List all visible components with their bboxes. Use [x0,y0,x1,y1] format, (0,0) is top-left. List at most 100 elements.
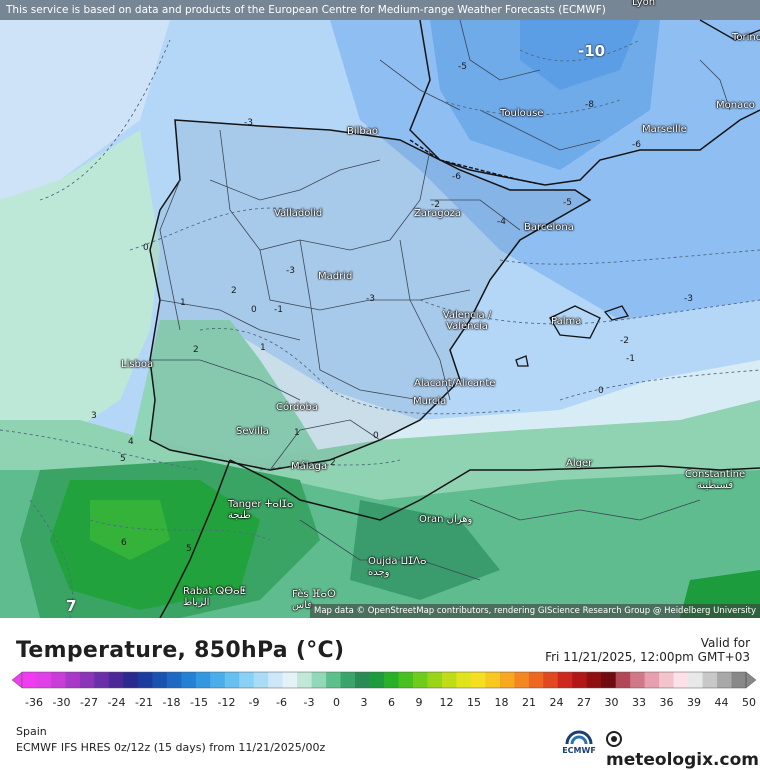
colorbar-tick-label: 15 [467,696,481,709]
city-cordoba[interactable]: Córdoba [276,402,318,413]
temperature-field [0,0,760,618]
city-fes[interactable]: Fès ⴼⴰⵙ فاس [292,589,352,611]
colorbar-swatch [615,672,631,688]
isotherm-label: 2 [231,286,237,296]
colorbar-swatch [50,672,66,688]
colorbar-swatch [36,672,52,688]
colorbar-swatch [456,672,472,688]
isotherm-label: -3 [684,294,693,304]
colorbar-swatch [659,672,675,688]
city-constantine[interactable]: Constantine قسنطينة [680,469,750,491]
city-madrid[interactable]: Madrid [318,271,352,282]
colorbar-arrow-max [745,671,756,689]
colorbar-tick-label: -6 [276,696,287,709]
temperature-colorbar [12,671,756,689]
ecmwf-logo: ECMWF [561,728,597,758]
city-torino[interactable]: Torino [732,32,760,43]
colorbar-tick-label: -12 [217,696,236,709]
city-tanger[interactable]: Tanger ⵜⴰⵏⵊⴰ طنجة [228,499,298,521]
valid-time[interactable]: Fri 11/21/2025, 12:00pm GMT+03 [545,650,750,664]
colorbar-swatch [384,672,399,688]
colorbar-swatch [181,672,197,688]
city-label: Lyon [632,0,656,8]
colorbar-tick-label: 44 [714,696,729,709]
city-label: Valencia / València [442,310,492,332]
colorbar-swatch [326,672,342,688]
brand-name: meteologix.com [606,750,759,770]
city-alicante[interactable]: Alacant/Alicante [414,378,495,389]
city-alger[interactable]: Alger [566,458,592,469]
colorbar-swatch [108,672,124,688]
colorbar-swatch [601,672,617,688]
city-label: Fès ⴼⴰⵙ فاس [292,589,336,611]
ecmwf-logo-icon [565,730,593,745]
city-zaragoza[interactable]: Zaragoza [414,208,461,219]
colorbar-tick-label: 3 [360,696,368,709]
city-valladolid[interactable]: Valladolid [274,208,322,219]
weather-map[interactable]: This service is based on data and produc… [0,0,760,618]
city-rabat[interactable]: Rabat ⵕⴱⴰⵟ الرباط [183,586,273,608]
city-label: Tanger ⵜⴰⵏⵊⴰ طنجة [228,499,294,521]
colorbar-swatch [499,672,515,688]
chart-title: Temperature, 850hPa (°C) [16,638,345,663]
colorbar-tick-label: 30 [604,696,619,709]
colorbar-tick-label: 27 [577,696,591,709]
city-label: Palma [551,316,582,327]
city-marseille[interactable]: Marseille [642,124,687,135]
colorbar-tick-label: 6 [388,696,395,709]
brand-logo[interactable]: meteologix.com [606,730,760,770]
city-malaga[interactable]: Málaga [291,461,327,472]
isotherm-label: 1 [260,343,266,353]
city-label: Constantine قسنطينة [684,469,746,491]
colorbar-swatch [268,672,284,688]
city-label: Toulouse [500,108,544,119]
colorbar-swatch [644,672,660,688]
map-attribution-top: This service is based on data and produc… [0,0,760,20]
colorbar-swatch [586,672,602,688]
city-monaco[interactable]: Monaco [716,100,755,111]
isotherm-label: -1 [274,305,283,315]
isotherm-label: 0 [251,305,257,315]
isotherm-label: -6 [452,172,461,182]
colorbar-tick-label: 18 [494,696,509,709]
colorbar-swatch [79,672,95,688]
isotherm-label: 6 [121,538,127,548]
isotherm-label: -3 [286,266,295,276]
city-sevilla[interactable]: Sevilla [236,426,269,437]
colorbar-tick-label: -24 [107,696,126,709]
city-label: Málaga [291,461,328,472]
colorbar-swatch [224,672,240,688]
city-label: Valladolid [274,208,323,219]
city-label: Torino [732,32,760,43]
colorbar-swatch [166,672,182,688]
city-oujda[interactable]: Oujda ⵡⵊⴷⴰ وجدة [368,556,448,578]
city-bilbao[interactable]: Bilbao [347,126,378,137]
colorbar-tick-label: 33 [632,696,646,709]
isotherm-label: 3 [91,411,97,421]
city-palma[interactable]: Palma [551,316,581,327]
city-oran[interactable]: Oran وهران [419,514,472,525]
isotherm-label: 2 [330,458,336,468]
colorbar-swatch [557,672,573,688]
model-run-label[interactable]: ECMWF IFS HRES 0z/12z (15 days) from 11/… [16,741,326,754]
colorbar-swatch [355,672,371,688]
city-lyon[interactable]: Lyon [632,0,655,8]
isotherm-label: -2 [431,200,440,210]
city-barcelona[interactable]: Barcelona [524,222,574,233]
colorbar-tick-label: 50 [742,696,756,709]
city-toulouse[interactable]: Toulouse [500,108,543,119]
isotherm-label: 5 [120,454,126,464]
isotherm-label: -8 [585,100,594,110]
colorbar-tick-label: -36 [25,696,43,709]
colorbar-tick-label: 12 [439,696,454,709]
colorbar-tick-label: -9 [248,696,260,709]
city-lisboa[interactable]: Lisboa [121,359,153,370]
colorbar-tick-label: 24 [549,696,564,709]
colorbar-swatch [702,672,718,688]
isotherm-label: 1 [180,298,186,308]
colorbar-swatch [137,672,153,688]
city-murcia[interactable]: Murcia [413,396,446,407]
city-label: Zaragoza [414,208,462,219]
region-label: Spain [16,725,47,738]
city-valencia[interactable]: Valencia / València [432,310,502,332]
